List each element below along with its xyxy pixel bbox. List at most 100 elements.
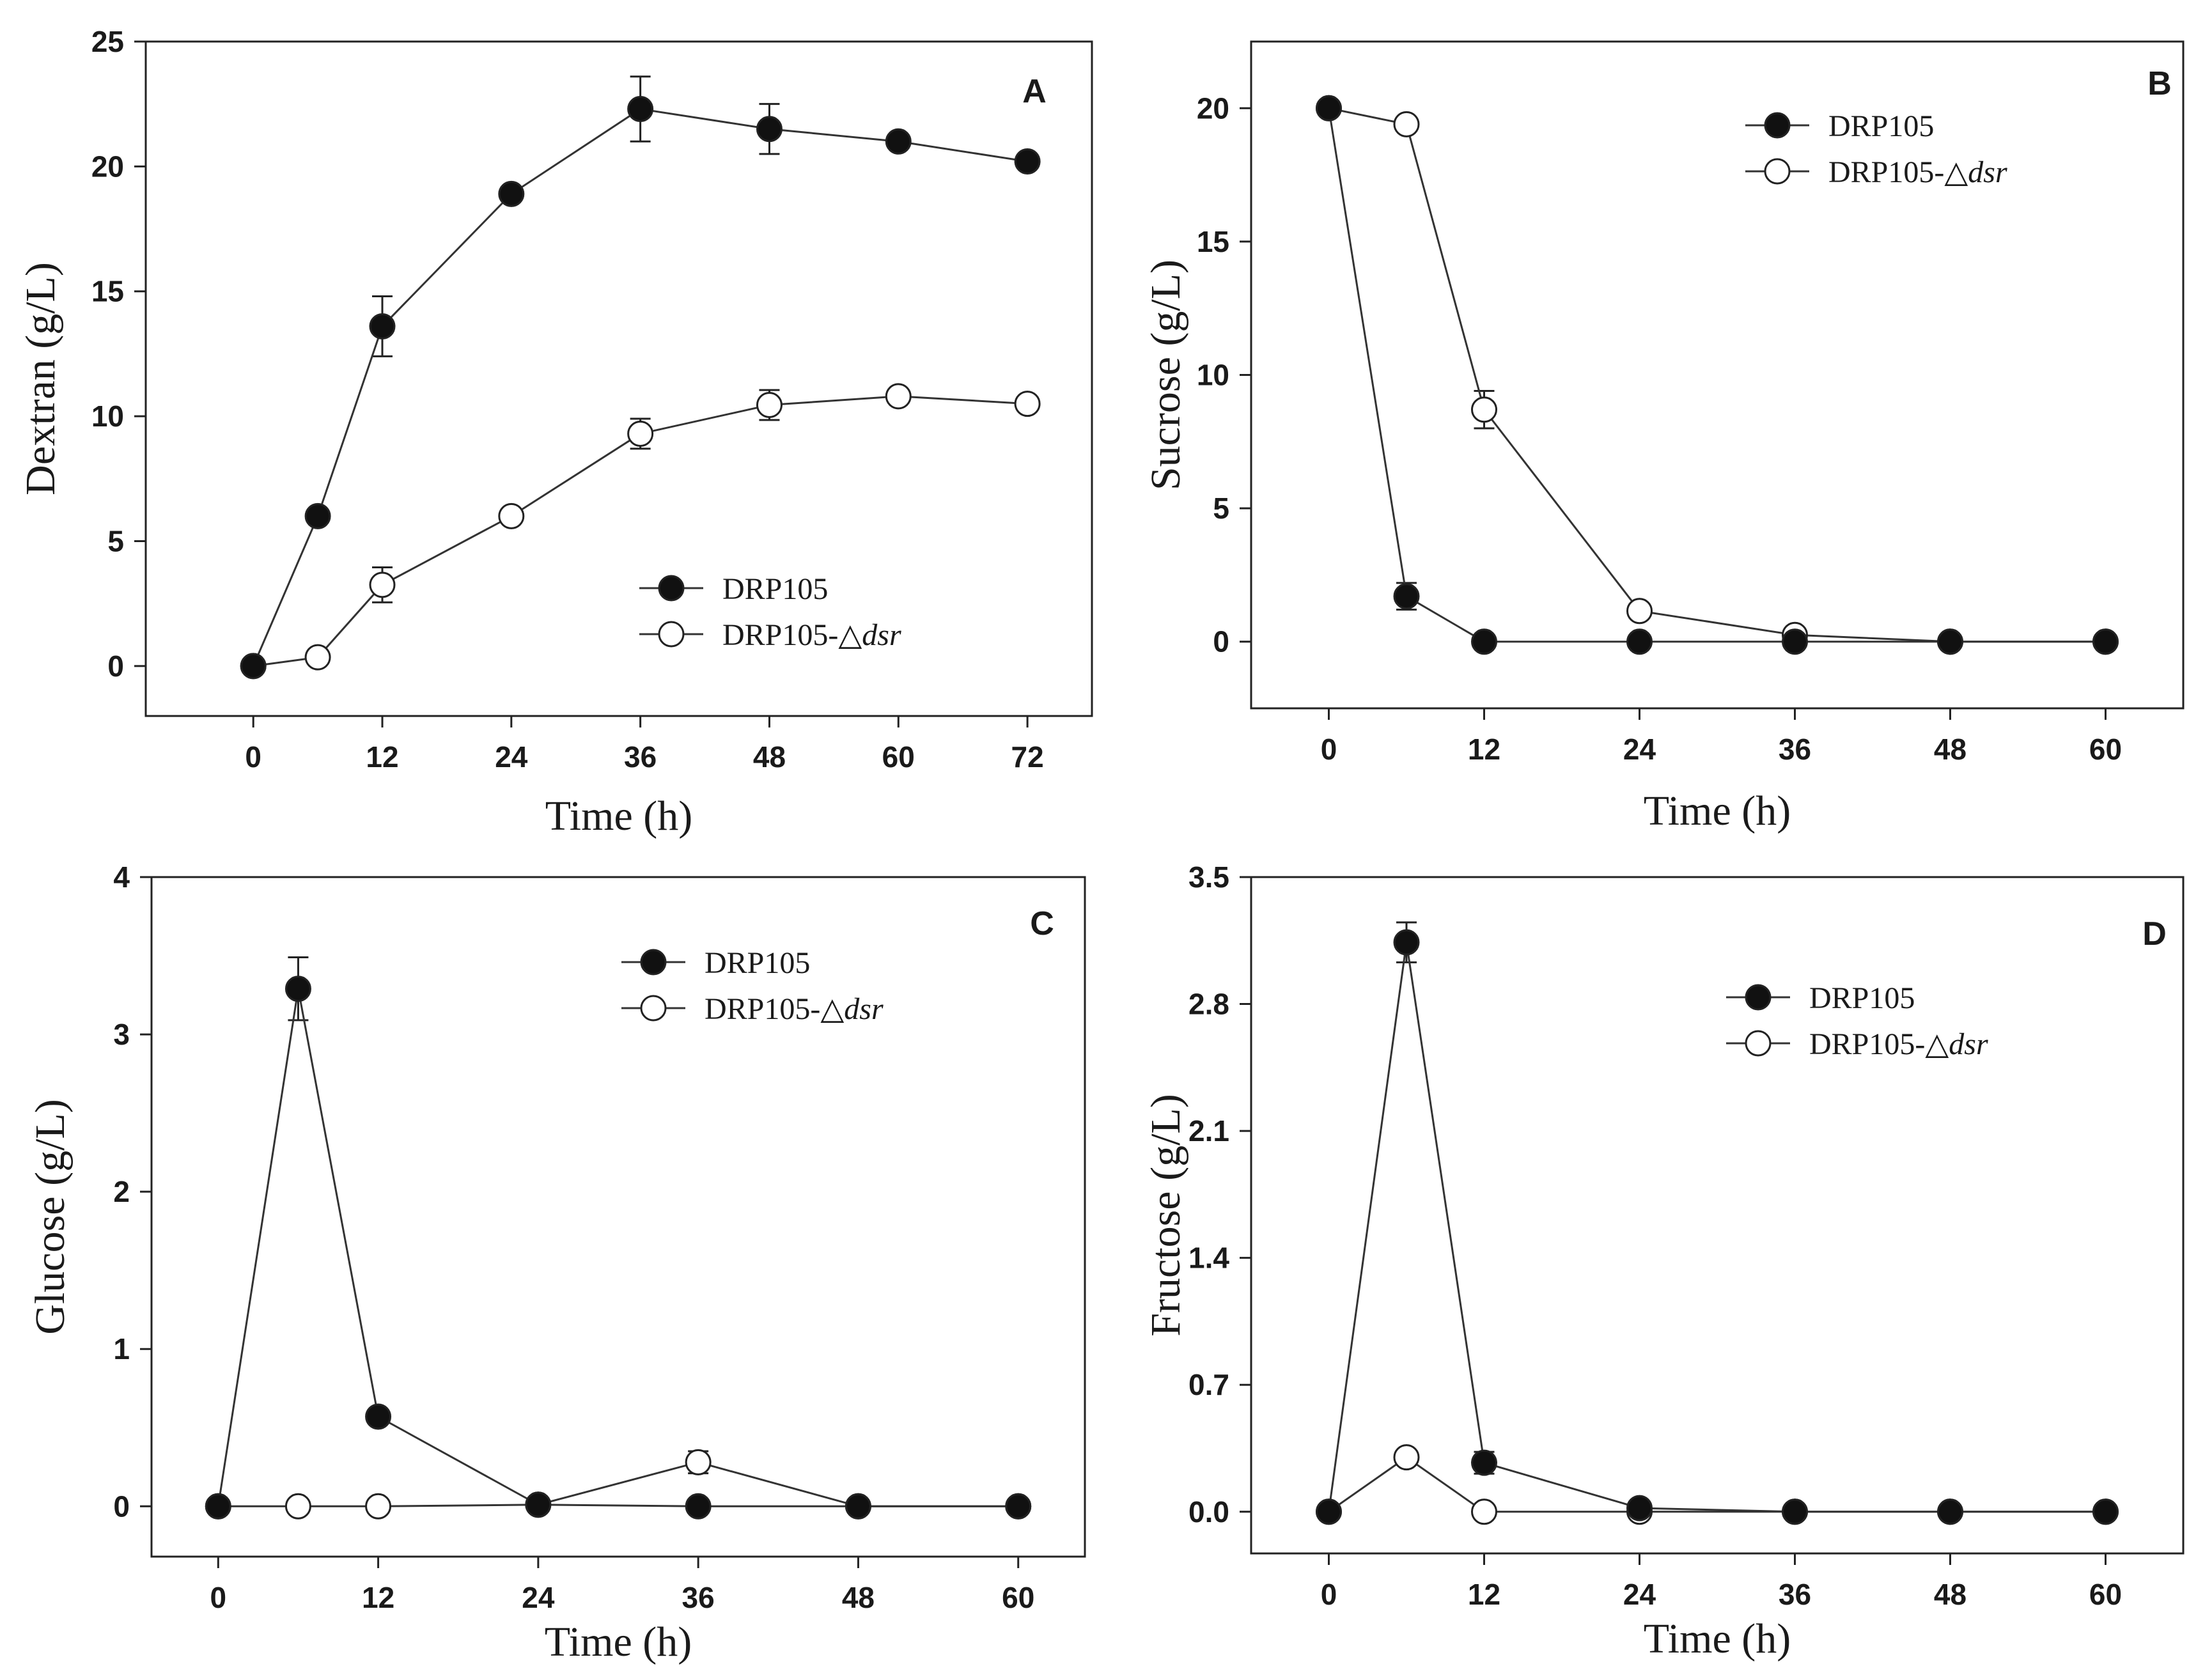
data-point-filled [1626,628,1653,655]
y-tick-label: 20 [91,150,124,183]
data-point-filled [1005,1493,1032,1520]
y-tick-label: 15 [91,275,124,308]
data-point-filled [240,653,267,680]
legend-label: DRP105-△dsr [705,992,884,1026]
legend-label: DRP105-△dsr [722,618,901,652]
data-point-filled [525,1491,552,1518]
x-tick-label: 24 [522,1581,555,1614]
data-point-open [498,502,525,529]
plot-frame [1250,876,2185,1555]
x-tick-label: 12 [1468,733,1500,766]
data-point-filled [1626,1495,1653,1521]
legend-label: DRP105-△dsr [1828,155,2007,189]
legend-label: DRP105 [1828,109,1934,143]
data-point-filled [1471,628,1497,655]
legend: DRP105 DRP105-△dsr [639,572,901,652]
x-tick-label: 60 [1002,1581,1034,1614]
y-tick-label: 10 [91,400,124,433]
legend-label: DRP105 [705,946,810,980]
series-drp105 [240,75,1041,680]
data-point-open [365,1493,392,1520]
data-point-open [1471,1498,1497,1525]
panel-letter: A [1022,73,1047,110]
x-axis-label: Time (h) [1644,1615,1791,1662]
legend-label: DRP105 [1809,981,1915,1015]
data-point-open [685,1449,712,1475]
x-axis-label: Time (h) [1644,788,1791,834]
x-tick-label: 0 [245,740,261,774]
data-point-filled [2092,628,2119,655]
y-axis-label: Glucose (g/L) [27,1099,74,1334]
x-tick-label: 36 [624,740,657,774]
data-point-filled [685,1493,712,1520]
x-tick-label: 72 [1011,740,1044,774]
x-tick-label: 60 [882,740,915,774]
y-tick-label: 1.4 [1188,1241,1229,1275]
series-drp105 [1316,95,2119,655]
x-tick-label: 48 [1934,733,1967,766]
data-point-filled [369,313,396,339]
y-tick-label: 3.5 [1188,860,1229,894]
series-drp105-dsr [205,1449,1032,1520]
legend: DRP105 DRP105-△dsr [1726,981,1988,1061]
y-tick-label: 4 [113,860,130,894]
data-point-filled [2092,1498,2119,1525]
x-tick-label: 0 [1321,733,1337,766]
x-tick-label: 0 [1321,1578,1337,1611]
x-tick-label: 12 [362,1581,394,1614]
data-point-open [1014,391,1041,417]
series-drp105 [1316,921,2119,1525]
data-point-filled [627,96,654,122]
data-point-filled [205,1493,231,1520]
chart-panel-a: 0 12 24 36 48 60 72 0 5 10 15 20 25 Time (h) Dextran (… [17,25,1093,839]
x-tick-label: 24 [1623,1578,1656,1611]
legend-marker-open [658,621,685,648]
data-point-open [1471,396,1497,423]
data-point-filled [284,976,311,1002]
x-tick-label: 60 [2089,1578,2122,1611]
data-point-open [885,383,912,410]
legend-marker-open [1745,1030,1772,1057]
data-point-open [1393,1444,1420,1471]
y-tick-label: 25 [91,25,124,58]
series-line [252,107,1028,667]
y-tick-label: 5 [107,524,124,557]
x-tick-label: 12 [1468,1578,1500,1611]
x-tick-label: 36 [1779,1578,1811,1611]
data-point-filled [1782,628,1808,655]
data-point-filled [845,1493,871,1520]
x-tick-label: 48 [842,1581,875,1614]
data-point-open [627,420,654,447]
legend: DRP105 DRP105-△dsr [1745,109,2007,189]
plot-frame [150,876,1086,1558]
y-tick-label: 15 [1197,225,1229,258]
y-tick-label: 0 [107,649,124,683]
series-line [218,1461,1018,1507]
data-point-open [1626,598,1653,625]
series-drp105 [205,956,1032,1520]
data-point-filled [304,502,331,529]
plot-frame [144,40,1093,717]
data-point-filled [1316,95,1342,121]
x-tick-label: 48 [1934,1578,1967,1611]
data-point-filled [1782,1498,1808,1525]
data-point-open [369,572,396,598]
data-point-filled [1316,1498,1342,1525]
data-point-filled [1937,1498,1963,1525]
data-point-open [756,392,783,419]
y-axis-label: Dextran (g/L) [17,262,64,495]
y-tick-label: 2 [113,1175,130,1208]
legend-marker-open [640,995,667,1022]
data-point-open [304,644,331,671]
panel-letter: D [2142,915,2167,953]
legend-marker-filled [658,575,685,602]
data-point-filled [756,116,783,143]
y-tick-label: 0.0 [1188,1495,1229,1528]
data-point-filled [1014,148,1041,175]
x-tick-label: 12 [366,740,398,774]
plot-frame [1250,40,2185,710]
x-tick-label: 24 [1623,733,1656,766]
x-axis-label: Time (h) [545,1619,692,1665]
data-point-open [284,1493,311,1520]
